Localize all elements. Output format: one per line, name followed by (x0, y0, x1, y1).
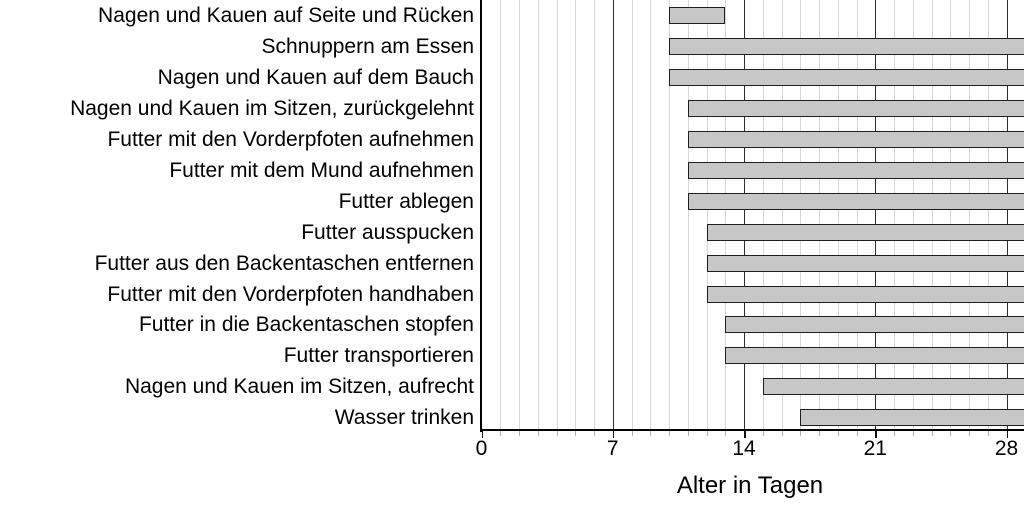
x-tick-label: 0 (475, 437, 488, 460)
category-label: Nagen und Kauen im Sitzen, zurückgelehnt (70, 97, 474, 121)
category-label: Futter mit dem Mund aufnehmen (169, 158, 474, 182)
grid-line-minor (650, 0, 652, 430)
grid-line-minor (950, 0, 952, 430)
grid-line-minor (931, 0, 933, 430)
x-tick-minor (650, 431, 652, 436)
grid-line-minor (987, 0, 989, 430)
grid-line-minor (706, 0, 708, 430)
x-tick-minor (706, 431, 708, 436)
grid-line-minor (500, 0, 502, 430)
bar (706, 254, 1024, 272)
x-tick-minor (912, 431, 914, 436)
category-label: Futter mit den Vorderpfoten aufnehmen (107, 128, 474, 151)
x-tick-minor (594, 431, 595, 436)
bar (800, 409, 1024, 427)
x-tick-minor (537, 431, 539, 436)
grid-line-major (1006, 0, 1008, 430)
x-tick-minor (669, 431, 670, 436)
x-tick-minor (819, 431, 820, 436)
bar (725, 347, 1024, 365)
x-tick-minor (762, 431, 764, 436)
x-tick-label: 28 (994, 437, 1019, 460)
x-axis-line (480, 429, 1024, 431)
grid-line-minor (687, 0, 689, 430)
category-label: Futter ablegen (338, 189, 474, 213)
category-label: Nagen und Kauen auf Seite und Rücken (98, 4, 474, 28)
x-tick-minor (931, 431, 933, 436)
grid-line-minor (575, 0, 577, 430)
category-label: Wasser trinken (334, 406, 474, 430)
x-tick-minor (687, 431, 689, 436)
bar (706, 285, 1024, 303)
grid-line-minor (556, 0, 558, 430)
x-tick-minor (556, 431, 558, 436)
x-tick-major (744, 431, 746, 438)
grid-line-minor (969, 0, 970, 430)
grid-line-minor (856, 0, 858, 430)
x-tick-minor (725, 431, 727, 436)
x-tick-minor (969, 431, 970, 436)
x-tick-label: 21 (863, 437, 887, 460)
grid-line-minor (537, 0, 539, 430)
category-label: Futter transportieren (283, 344, 474, 368)
bar (762, 378, 1024, 396)
grid-line-minor (912, 0, 914, 430)
x-tick-major (875, 431, 877, 438)
x-tick-minor (800, 431, 802, 436)
bar (725, 316, 1024, 334)
bar (669, 7, 726, 25)
grid-line-major (744, 0, 745, 430)
bar (687, 161, 1024, 179)
x-tick-minor (575, 431, 577, 436)
grid-line-minor (781, 0, 783, 430)
y-axis-line (480, 0, 482, 432)
x-tick-minor (950, 431, 952, 436)
bar (669, 38, 1024, 56)
grid-line-minor (594, 0, 595, 430)
grid-line-minor (800, 0, 802, 430)
category-label: Futter in die Backentaschen stopfen (138, 313, 474, 337)
category-label: Nagen und Kauen im Sitzen, aufrecht (124, 375, 474, 399)
x-tick-label: 14 (732, 437, 756, 460)
category-label: Futter ausspucken (301, 220, 474, 244)
x-tick-minor (987, 431, 989, 436)
grid-line-major (875, 0, 877, 430)
bar (687, 100, 1024, 118)
grid-line-minor (725, 0, 727, 430)
x-tick-minor (856, 431, 858, 436)
x-tick-minor (837, 431, 839, 436)
grid-line-minor (631, 0, 633, 430)
bar (687, 131, 1024, 148)
x-tick-major (481, 431, 483, 438)
grid-line-minor (762, 0, 764, 430)
x-tick-major (612, 431, 615, 438)
grid-line-minor (669, 0, 670, 430)
x-tick-minor (500, 431, 502, 436)
bar (669, 69, 1024, 87)
grid-line-minor (894, 0, 895, 430)
x-axis-title: Alter in Tagen (676, 472, 824, 499)
category-label: Futter mit den Vorderpfoten handhaben (107, 282, 474, 306)
category-label: Futter aus den Backentaschen entfernen (94, 251, 474, 275)
x-tick-label: 7 (606, 437, 619, 460)
grid-line-minor (519, 0, 520, 430)
category-label: Schnuppern am Essen (261, 35, 474, 59)
x-tick-minor (519, 431, 520, 436)
grid-line-minor (837, 0, 839, 430)
grid-line-minor (819, 0, 820, 430)
category-label: Nagen und Kauen auf dem Bauch (157, 66, 474, 90)
x-tick-minor (894, 431, 895, 436)
x-tick-minor (631, 431, 633, 436)
bar (706, 223, 1024, 241)
x-tick-major (1006, 431, 1008, 438)
x-tick-minor (781, 431, 783, 436)
grid-line-major (612, 0, 614, 430)
bar (687, 192, 1024, 210)
